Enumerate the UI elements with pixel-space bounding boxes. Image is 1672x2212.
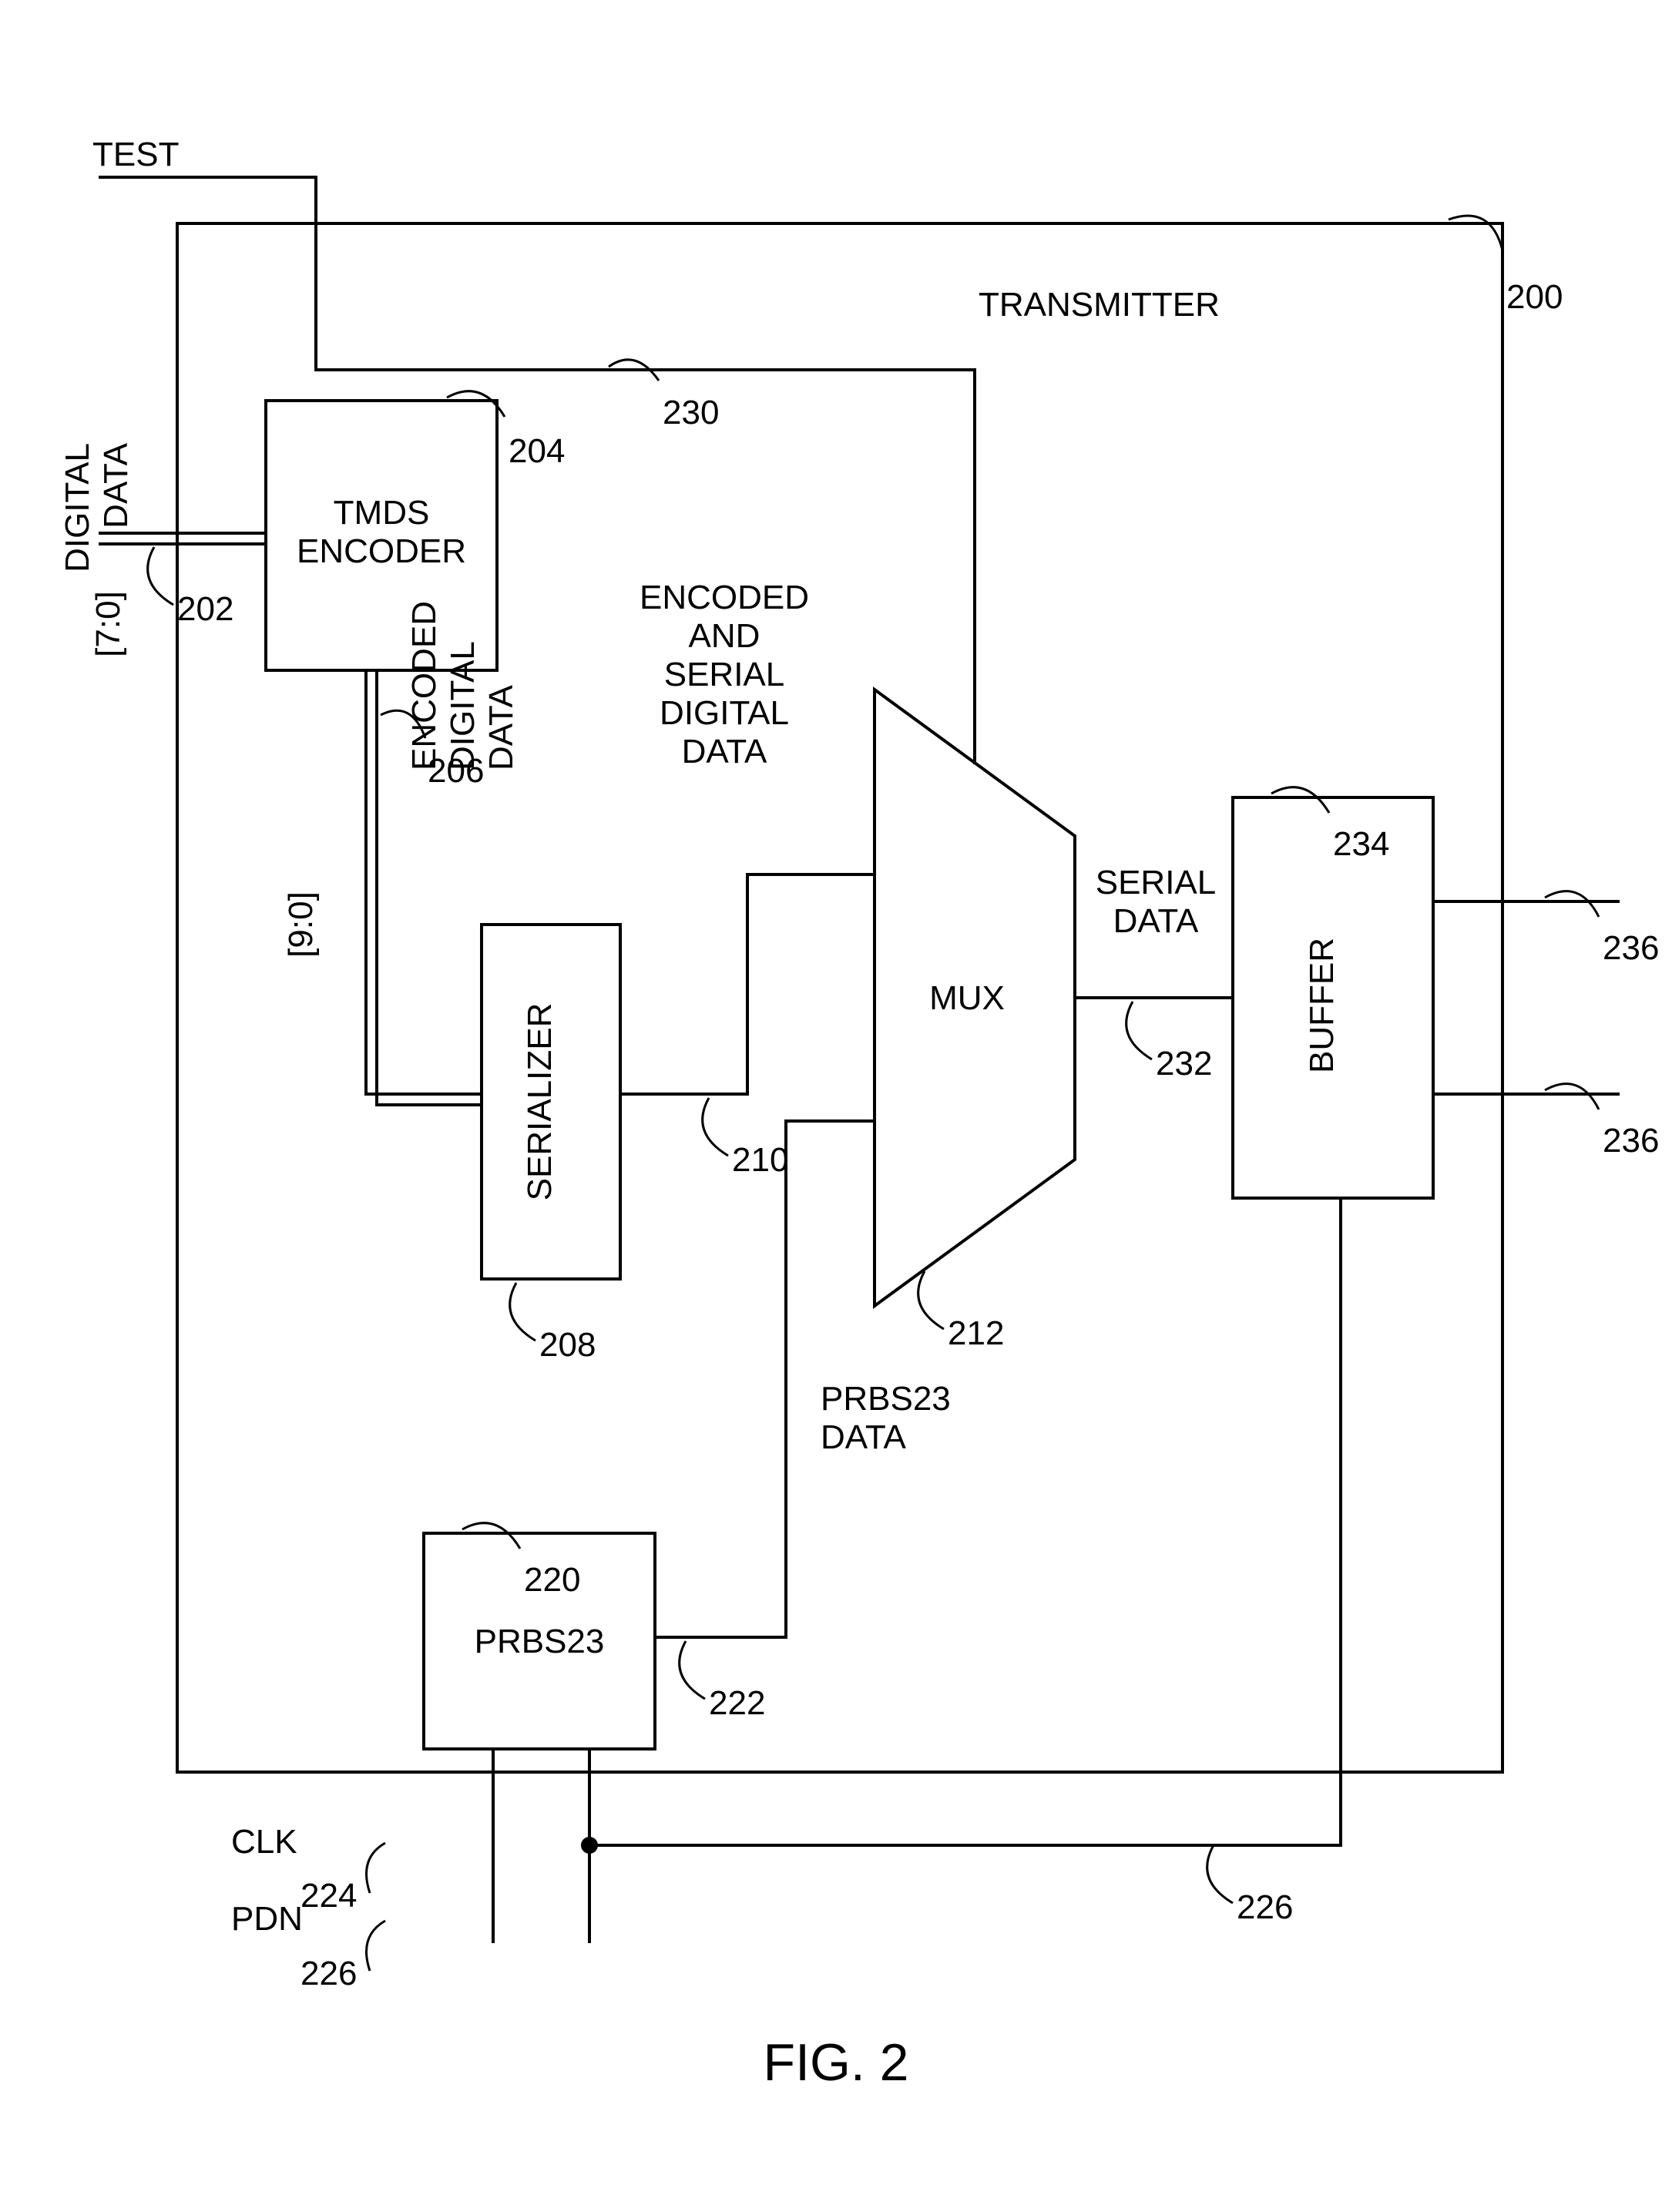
tmds-encoder-label-2: ENCODER bbox=[297, 532, 466, 570]
ref-leader-226b bbox=[1207, 1845, 1233, 1903]
ref-leader-208 bbox=[510, 1283, 536, 1341]
digital-data-bus: [7:0] bbox=[89, 591, 127, 657]
enc-serial-label-5: DATA bbox=[682, 733, 767, 770]
ref-204: 204 bbox=[509, 432, 565, 470]
ref-leader-224 bbox=[367, 1843, 386, 1893]
ref-leader-234 bbox=[1271, 787, 1329, 813]
buffer-label: BUFFER bbox=[1303, 938, 1341, 1073]
prbs23-data-wire bbox=[655, 1121, 875, 1637]
mux-label: MUX bbox=[929, 979, 1005, 1017]
enc-serial-label-1: ENCODED bbox=[640, 579, 809, 616]
ref-208: 208 bbox=[539, 1326, 596, 1364]
enc-serial-label-2: AND bbox=[689, 617, 760, 655]
ref-232: 232 bbox=[1156, 1045, 1212, 1083]
ref-230: 230 bbox=[663, 394, 719, 431]
encoded-digital-label-2: DIGITAL bbox=[444, 641, 482, 770]
figure-caption: FIG. 2 bbox=[764, 2033, 909, 2092]
transmitter-label: TRANSMITTER bbox=[979, 286, 1220, 324]
ref-leader-210 bbox=[703, 1098, 728, 1156]
serializer-label: SERIALIZER bbox=[521, 1003, 559, 1201]
encoded-digital-bus: [9:0] bbox=[282, 891, 320, 958]
ref-leader-236-bot bbox=[1545, 1084, 1599, 1109]
ref-222: 222 bbox=[709, 1684, 765, 1722]
digital-data-label-1: DIGITAL bbox=[59, 443, 96, 572]
ref-leader-202 bbox=[148, 547, 173, 605]
ref-220: 220 bbox=[524, 1561, 580, 1599]
ref-236-bot: 236 bbox=[1603, 1122, 1659, 1160]
clk-label: CLK bbox=[231, 1823, 297, 1861]
encoded-digital-label-1: ENCODED bbox=[405, 601, 443, 770]
serial-data-label-1: SERIAL bbox=[1096, 864, 1217, 901]
ref-leader-222 bbox=[680, 1641, 705, 1699]
ref-leader-220 bbox=[462, 1523, 520, 1549]
ref-236-top: 236 bbox=[1603, 929, 1659, 967]
ref-leader-212 bbox=[918, 1271, 944, 1329]
enc-serial-label-3: SERIAL bbox=[664, 656, 785, 693]
ref-224: 224 bbox=[300, 1877, 357, 1915]
pdn-branch-wire bbox=[589, 1198, 1341, 1845]
ref-226: 226 bbox=[300, 1955, 357, 1992]
ref-leader-236-top bbox=[1545, 891, 1599, 917]
prbs23-data-label-1: PRBS23 bbox=[821, 1380, 951, 1418]
ref-210: 210 bbox=[732, 1141, 788, 1179]
ref-leader-232 bbox=[1126, 1002, 1152, 1059]
tmds-encoder-label-1: TMDS bbox=[334, 494, 430, 532]
ref-leader-200 bbox=[1449, 216, 1502, 250]
test-wire bbox=[100, 177, 975, 763]
enc-serial-wire bbox=[620, 874, 875, 1094]
digital-data-label-2: DATA bbox=[97, 442, 135, 528]
ref-leader-226 bbox=[367, 1921, 386, 1971]
ref-234: 234 bbox=[1333, 825, 1389, 863]
prbs23-label: PRBS23 bbox=[475, 1623, 605, 1660]
serial-data-label-2: DATA bbox=[1113, 902, 1199, 940]
pdn-label: PDN bbox=[231, 1900, 303, 1938]
ref-226b: 226 bbox=[1237, 1888, 1293, 1926]
ref-212: 212 bbox=[948, 1314, 1004, 1352]
test-label: TEST bbox=[92, 136, 179, 173]
ref-200: 200 bbox=[1506, 278, 1563, 316]
ref-202: 202 bbox=[177, 590, 233, 628]
enc-serial-label-4: DIGITAL bbox=[660, 694, 789, 732]
transmitter-block-diagram: TRANSMITTER 200 TMDS ENCODER 204 SERIALI… bbox=[0, 0, 1672, 2212]
prbs23-data-label-2: DATA bbox=[821, 1418, 906, 1456]
encoded-digital-label-3: DATA bbox=[482, 685, 520, 770]
ref-206: 206 bbox=[428, 752, 484, 790]
